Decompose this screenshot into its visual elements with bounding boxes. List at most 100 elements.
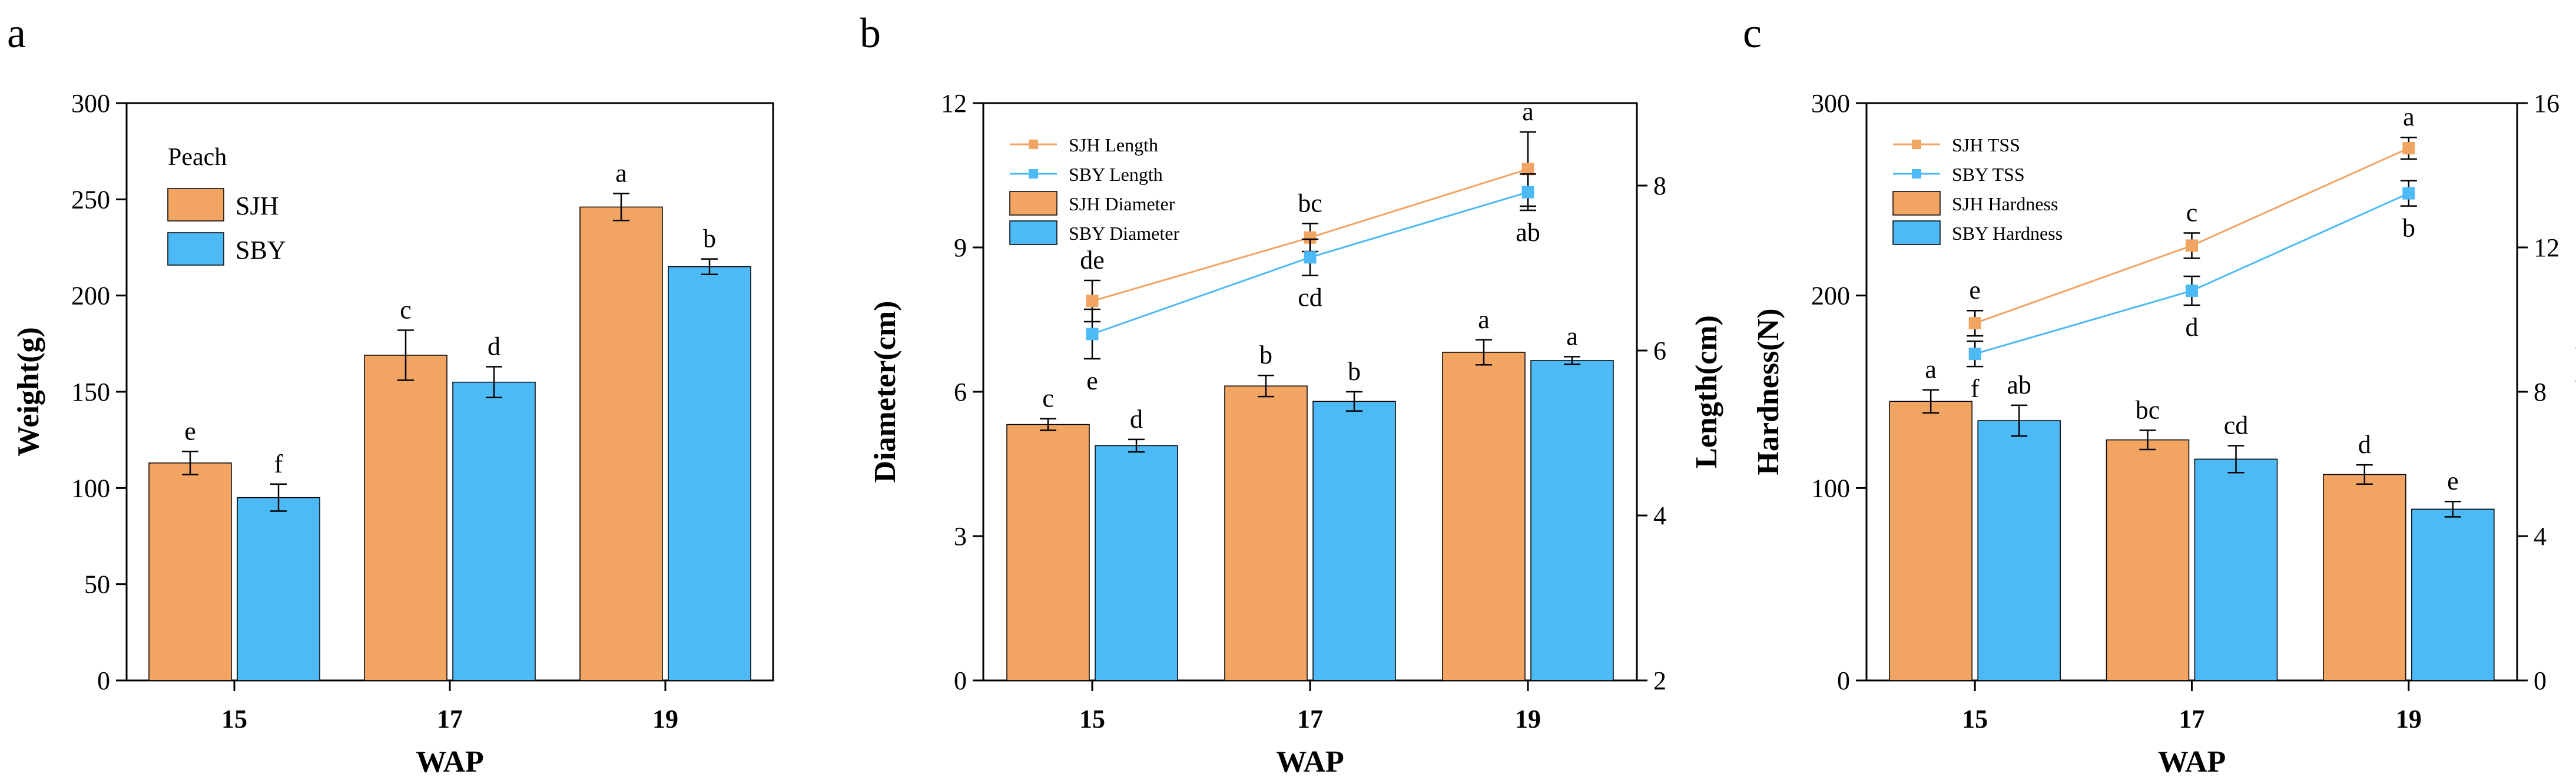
bar (364, 355, 447, 681)
bar (1442, 352, 1526, 681)
y2-tick-label: 4 (2534, 522, 2547, 551)
bar (2106, 439, 2190, 681)
data-point (1086, 328, 1099, 341)
significance-letter: a (1925, 355, 1937, 384)
y2-tick-label: 2 (1653, 666, 1666, 695)
significance-letter: b (1259, 341, 1272, 369)
x-tick-label: 15 (1962, 705, 1988, 733)
panel-c-label: c (1743, 9, 1762, 57)
legend-marker (1912, 169, 1921, 179)
significance-letter: f (1971, 374, 1980, 403)
y2-tick-label: 0 (2534, 666, 2547, 695)
legend-label: SJH (236, 191, 279, 220)
legend-label: SBY Hardness (1952, 223, 2063, 244)
significance-letter: a (1478, 305, 1490, 334)
significance-letter: b (1348, 357, 1361, 386)
significance-letter: e (1969, 276, 1981, 305)
y-tick-label: 100 (1811, 474, 1850, 503)
y-tick-label: 0 (1837, 666, 1850, 695)
y2-tick-label: 6 (1653, 336, 1666, 365)
x-axis-label: WAP (2158, 745, 2226, 779)
bar (452, 381, 536, 681)
y-tick-label: 300 (71, 89, 110, 118)
data-point (2402, 187, 2415, 200)
legend-label: SJH Diameter (1069, 193, 1175, 214)
bar (579, 206, 663, 681)
panel-a-label: a (7, 9, 26, 57)
significance-letter: bc (2136, 395, 2160, 424)
significance-letter: cd (2224, 411, 2249, 439)
legend-label: SBY Diameter (1069, 223, 1179, 244)
bar (1312, 401, 1396, 681)
significance-letter: e (1086, 366, 1098, 395)
significance-letter: bc (1298, 189, 1322, 217)
y2-tick-label: 8 (1653, 171, 1666, 200)
x-tick-label: 17 (1297, 705, 1323, 733)
y-tick-label: 12 (941, 89, 967, 118)
y-tick-label: 100 (71, 474, 110, 503)
data-point (2186, 239, 2198, 252)
legend-label: SBY TSS (1952, 164, 2025, 185)
panel-a: a 0 50 100 150 200 250 300 15 17 19 WAP Weight(g) e c… (7, 9, 774, 779)
bar (2411, 508, 2495, 681)
legend-title: Peach (168, 144, 227, 171)
significance-letter: d (488, 332, 500, 361)
bar (1224, 385, 1308, 681)
y-tick-label: 200 (71, 282, 110, 310)
y-tick-label: 0 (954, 666, 967, 695)
x-tick-label: 19 (2396, 705, 2422, 733)
x-tick-label: 17 (437, 705, 463, 733)
significance-letter: a (1566, 322, 1578, 351)
data-point (2186, 285, 2198, 297)
x-axis-label: WAP (416, 745, 484, 779)
bar (1095, 445, 1178, 681)
data-point (1968, 317, 1981, 330)
panel-c: c 0 100 200 300 0 4 8 12 16 15 17 19 WAP Hardness(N) T… (1743, 9, 2576, 779)
x-tick-label: 19 (652, 705, 678, 733)
y-tick-label: 6 (954, 378, 967, 406)
significance-letter: cd (1298, 283, 1322, 312)
x-tick-label: 15 (221, 705, 247, 733)
data-point (1521, 163, 1534, 176)
legend-swatch (1892, 220, 1941, 245)
significance-letter: ab (1516, 218, 1540, 247)
significance-letter: b (703, 224, 716, 253)
x-tick-label: 19 (1515, 705, 1541, 733)
legend-label: SJH Hardness (1952, 193, 2058, 214)
y-tick-label: 9 (954, 233, 967, 262)
significance-letter: d (1130, 405, 1143, 434)
legend-label: SBY (236, 236, 286, 265)
significance-letter: e (2447, 467, 2459, 495)
y2-tick-label: 8 (2534, 378, 2547, 406)
legend-marker (1912, 140, 1921, 149)
panel-b: b 0 3 6 9 12 2 4 6 8 15 17 19 WAP Diameter(cm) Length(… (860, 9, 1723, 779)
legend-label: SJH TSS (1952, 134, 2020, 156)
bar (1977, 420, 2061, 681)
bar (1530, 360, 1614, 681)
bar (2194, 458, 2278, 681)
x-tick-label: 15 (1079, 705, 1105, 733)
y2-axis-label: Length(cm) (1690, 315, 1723, 468)
x-axis-label: WAP (1276, 745, 1344, 779)
legend-swatch (167, 232, 224, 266)
legend-swatch (1009, 191, 1057, 216)
y-axis-label: Weight(g) (12, 327, 45, 457)
significance-letter: f (274, 450, 283, 478)
significance-letter: a (2403, 103, 2415, 131)
significance-letter: d (2358, 430, 2371, 459)
significance-letter: ab (2007, 371, 2031, 399)
y-tick-label: 3 (954, 522, 967, 551)
data-point (1086, 295, 1099, 308)
significance-letter: c (1042, 384, 1054, 413)
significance-letter: b (2402, 214, 2415, 243)
significance-letter: e (184, 417, 196, 445)
bar (1889, 401, 1972, 681)
bar (148, 462, 232, 681)
legend-swatch (1892, 191, 1941, 216)
data-point (1521, 186, 1534, 199)
significance-letter: a (1522, 97, 1534, 126)
legend-marker (1029, 140, 1038, 149)
significance-letter: c (2186, 199, 2198, 227)
y2-tick-label: 16 (2534, 89, 2560, 118)
